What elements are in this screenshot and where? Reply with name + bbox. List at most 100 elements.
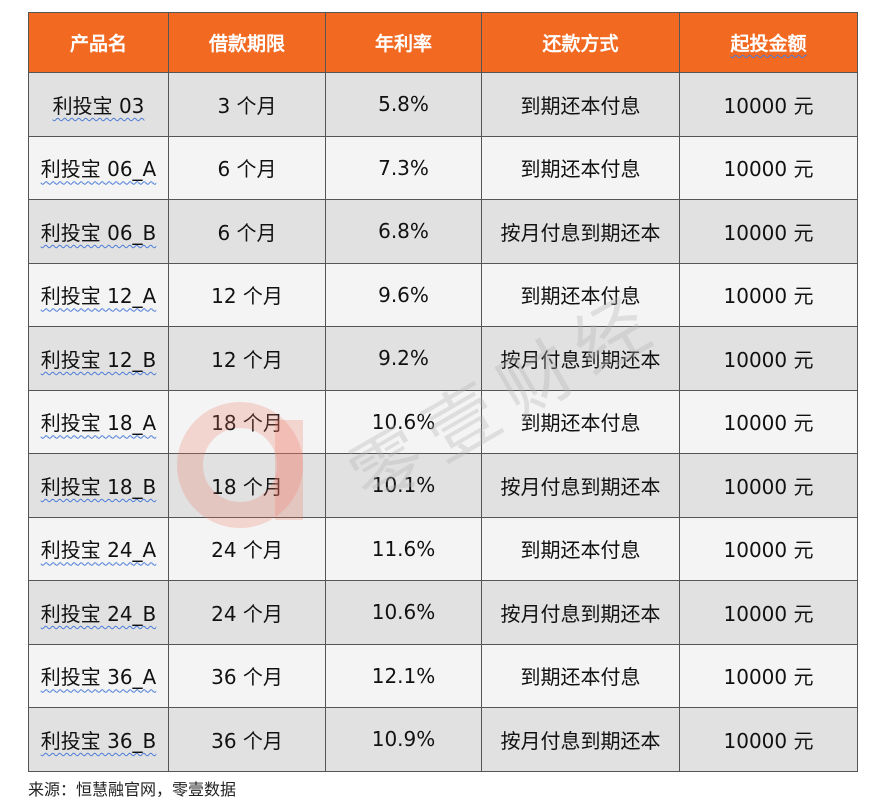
cell-text: 36 个月 [211,728,283,753]
table-cell: 到期还本付息 [481,135,680,200]
cell-text: 12 个月 [211,347,283,372]
table-cell: 到期还本付息 [481,262,680,327]
table-cell: 利投宝 03 [28,72,169,137]
cell-text: 18 个月 [211,411,283,436]
cell-text: 6 个月 [217,220,277,245]
table-cell: 3 个月 [168,72,326,137]
cell-text: 9.6% [378,282,429,307]
table-row: 利投宝 12_A 12 个月 9.6% 到期还本付息 10000 元 [28,262,858,327]
cell-text: 18 个月 [211,474,283,499]
cell-text: 按月付息到期还本 [500,728,661,753]
table-cell: 利投宝 24_B [28,580,169,645]
cell-text: 利投宝 03 [52,93,145,118]
cell-text: 按月付息到期还本 [500,474,661,499]
table-cell: 10000 元 [679,135,858,200]
table-cell: 10.6% [325,389,482,454]
table-row: 利投宝 03 3 个月 5.8% 到期还本付息 10000 元 [28,72,858,137]
table-cell: 10000 元 [679,326,858,391]
table-row: 利投宝 12_B 12 个月 9.2% 按月付息到期还本 10000 元 [28,326,858,391]
data-table: 产品名 借款期限 年利率 还款方式 起投金额 利投宝 03 3 个月 5.8% 到期还本付息 1… [28,12,858,772]
source-note: 来源：恒慧融官网，零壹数据 [28,780,237,799]
cell-text: 9.2% [378,346,429,371]
table-row: 利投宝 36_A 36 个月 12.1% 到期还本付息 10000 元 [28,643,858,708]
table-cell: 6 个月 [168,135,326,200]
table-cell: 36 个月 [168,707,326,772]
cell-text: 10000 元 [723,347,814,372]
table-cell: 10000 元 [679,580,858,645]
table-cell: 18 个月 [168,389,326,454]
header-cell: 年利率 [325,12,482,73]
cell-text: 利投宝 36_B [40,728,157,753]
table-cell: 10000 元 [679,72,858,137]
cell-text: 10000 元 [723,538,814,563]
table-row: 利投宝 24_A 24 个月 11.6% 到期还本付息 10000 元 [28,516,858,581]
cell-text: 利投宝 12_B [40,347,157,372]
cell-text: 6.8% [378,219,429,244]
table-cell: 24 个月 [168,516,326,581]
table-cell: 利投宝 12_A [28,262,169,327]
cell-text: 10000 元 [723,411,814,436]
cell-text: 到期还本付息 [520,93,641,118]
table-cell: 9.6% [325,262,482,327]
cell-text: 7.3% [378,155,429,180]
table-cell: 5.8% [325,72,482,137]
cell-text: 利投宝 18_A [40,411,157,436]
table-cell: 利投宝 06_B [28,199,169,264]
table-cell: 按月付息到期还本 [481,199,680,264]
cell-text: 利投宝 24_A [40,538,157,563]
cell-text: 10000 元 [723,284,814,309]
table-cell: 利投宝 36_A [28,643,169,708]
table-cell: 10000 元 [679,453,858,518]
header-cell: 起投金额 [679,12,858,73]
table-cell: 6.8% [325,199,482,264]
cell-text: 10.6% [371,600,436,625]
table-row: 利投宝 36_B 36 个月 10.9% 按月付息到期还本 10000 元 [28,707,858,772]
header-text: 年利率 [374,33,432,55]
table-cell: 11.6% [325,516,482,581]
table-cell: 24 个月 [168,580,326,645]
cell-text: 到期还本付息 [520,411,641,436]
cell-text: 到期还本付息 [520,157,641,182]
cell-text: 5.8% [378,92,429,117]
table-cell: 到期还本付息 [481,72,680,137]
table-cell: 10000 元 [679,707,858,772]
table-cell: 到期还本付息 [481,643,680,708]
cell-text: 10000 元 [723,220,814,245]
table-row: 利投宝 06_B 6 个月 6.8% 按月付息到期还本 10000 元 [28,199,858,264]
table-cell: 10.1% [325,453,482,518]
table-cell: 6 个月 [168,199,326,264]
cell-text: 12 个月 [211,284,283,309]
cell-text: 按月付息到期还本 [500,347,661,372]
table-cell: 10.6% [325,580,482,645]
cell-text: 10000 元 [723,474,814,499]
cell-text: 10000 元 [723,665,814,690]
table-row: 利投宝 18_A 18 个月 10.6% 到期还本付息 10000 元 [28,389,858,454]
table-cell: 到期还本付息 [481,389,680,454]
table-cell: 18 个月 [168,453,326,518]
cell-text: 到期还本付息 [520,284,641,309]
header-cell: 借款期限 [168,12,326,73]
table-cell: 12 个月 [168,326,326,391]
cell-text: 36 个月 [211,665,283,690]
cell-text: 利投宝 18_B [40,474,157,499]
cell-text: 10000 元 [723,93,814,118]
table-cell: 按月付息到期还本 [481,326,680,391]
table-cell: 利投宝 18_A [28,389,169,454]
cell-text: 利投宝 36_A [40,665,157,690]
cell-text: 利投宝 06_B [40,220,157,245]
cell-text: 10.1% [371,473,436,498]
cell-text: 到期还本付息 [520,665,641,690]
cell-text: 10.6% [371,409,436,434]
cell-text: 12.1% [371,663,436,688]
table-cell: 7.3% [325,135,482,200]
table-cell: 到期还本付息 [481,516,680,581]
table-cell: 9.2% [325,326,482,391]
table-cell: 利投宝 06_A [28,135,169,200]
header-row: 产品名 借款期限 年利率 还款方式 起投金额 [28,12,858,73]
table-cell: 按月付息到期还本 [481,707,680,772]
header-cell: 还款方式 [481,12,680,73]
table-cell: 10000 元 [679,389,858,454]
cell-text: 10.9% [371,727,436,752]
table-cell: 12 个月 [168,262,326,327]
